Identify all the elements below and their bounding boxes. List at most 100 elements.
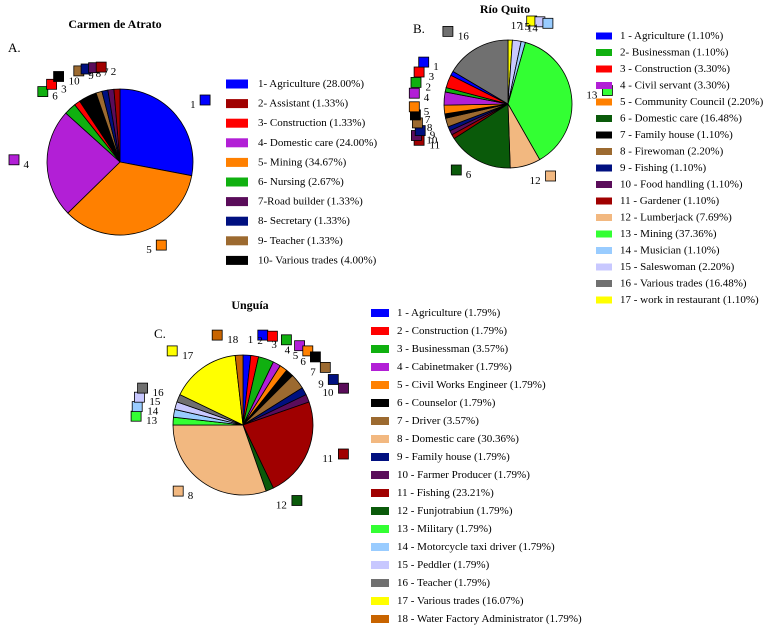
slice-label-7: 7 xyxy=(425,114,431,126)
legend-swatch-17 xyxy=(596,296,612,304)
slice-label-1: 1 xyxy=(248,334,254,346)
pie-slice-5 xyxy=(67,161,193,236)
pie xyxy=(46,88,194,236)
slice-label-4: 4 xyxy=(424,92,430,104)
slice-label-12: 12 xyxy=(276,500,287,512)
slice-label-swatch-3 xyxy=(46,78,57,90)
legend: 1 - Agriculture (1.79%) 2 - Construction … xyxy=(371,307,582,625)
legend-entry-10: 10 - Farmer Producer (1.79%) xyxy=(397,469,530,481)
slice-label-11: 11 xyxy=(322,453,333,465)
legend-entry-8: 8 - Firewoman (2.20%) xyxy=(620,146,724,158)
pie-slice-13 xyxy=(507,41,573,161)
slice-label-swatch-1 xyxy=(199,94,211,106)
legend-swatch-5 xyxy=(371,381,389,389)
slice-label-swatch-2 xyxy=(410,77,422,88)
legend-swatch-3 xyxy=(596,65,612,73)
legend-entry-8: 8 - Domestic care (30.36%) xyxy=(397,433,519,445)
slice-label-12: 12 xyxy=(530,175,541,187)
legend-swatch-8 xyxy=(596,148,612,155)
legend-entry-18: 18 - Water Factory Administrator (1.79%) xyxy=(397,613,582,625)
legend-entry-9: 9 - Family house (1.79%) xyxy=(397,451,510,463)
legend-entry-10: 10- Various trades (4.00%) xyxy=(258,254,377,266)
legend-swatch-3 xyxy=(226,118,248,128)
slice-label-swatch-2 xyxy=(266,330,278,342)
legend-entry-7: 7-Road builder (1.33%) xyxy=(258,196,363,208)
slice-label-swatch-16 xyxy=(442,25,454,37)
slice-label-swatch-12 xyxy=(291,495,303,506)
slice-label-swatch-6 xyxy=(37,86,49,97)
slice-label-6: 6 xyxy=(300,356,306,368)
slice-label-15: 15 xyxy=(149,396,161,408)
legend-entry-14: 14 - Musician (1.10%) xyxy=(620,245,720,257)
slice-label-10: 10 xyxy=(323,387,335,399)
slice-label-swatch-10 xyxy=(53,71,64,82)
panel-label: C. xyxy=(154,326,166,341)
legend-entry-6: 6- Nursing (2.67%) xyxy=(258,176,344,188)
legend-entry-1: 1 - Agriculture (1.79%) xyxy=(397,307,501,319)
legend-swatch-13 xyxy=(371,525,389,533)
legend-swatch-15 xyxy=(371,561,389,569)
legend-swatch-4 xyxy=(596,82,612,89)
legend-entry-3: 3 - Businessman (3.57%) xyxy=(397,343,509,355)
legend-entry-16: 16 - Various trades (16.48%) xyxy=(620,278,747,290)
slice-label-swatch-17 xyxy=(166,345,178,357)
slice-label-swatch-9 xyxy=(327,374,339,385)
slice-label-swatch-5 xyxy=(302,345,314,357)
slice-label-16: 16 xyxy=(458,30,470,42)
slice-label-3: 3 xyxy=(61,83,67,95)
legend-swatch-16 xyxy=(371,579,389,587)
slice-label-2: 2 xyxy=(257,335,263,347)
pie-slice-8 xyxy=(172,424,267,496)
legend-swatch-4 xyxy=(226,138,248,148)
legend-entry-17: 17 - work in restaurant (1.10%) xyxy=(620,294,759,306)
slice-label-swatch-8 xyxy=(172,485,184,497)
slice-label-8: 8 xyxy=(427,122,433,134)
legend-swatch-16 xyxy=(596,280,612,287)
legend-swatch-17 xyxy=(371,597,389,605)
slice-label-10: 10 xyxy=(426,135,438,147)
legend: 1- Agriculture (28.00%) 2- Assistant (1.3… xyxy=(226,78,377,266)
legend-entry-11: 11 - Fishing (23.21%) xyxy=(397,487,494,499)
legend-entry-2: 2- Assistant (1.33%) xyxy=(258,98,348,110)
slice-label-5: 5 xyxy=(146,244,152,256)
slice-label-swatch-16 xyxy=(137,382,149,394)
legend-entry-11: 11 - Gardener (1.10%) xyxy=(620,195,719,207)
slice-label-swatch-3 xyxy=(413,66,425,78)
slice-label-14: 14 xyxy=(527,22,539,34)
legend-swatch-14 xyxy=(596,247,612,254)
slice-label-14: 14 xyxy=(147,406,159,418)
slice-label-swatch-6 xyxy=(450,164,462,176)
slice-label-3: 3 xyxy=(429,71,435,83)
legend-swatch-4 xyxy=(371,363,389,371)
legend-swatch-9 xyxy=(371,453,389,461)
legend-entry-3: 3- Construction (1.33%) xyxy=(258,117,366,129)
slice-label-18: 18 xyxy=(227,334,239,346)
slice-label-swatch-2 xyxy=(95,61,107,73)
legend-swatch-14 xyxy=(371,543,389,551)
slice-label-swatch-7 xyxy=(319,361,331,373)
legend-swatch-1 xyxy=(596,32,612,40)
slice-label-swatch-12 xyxy=(545,170,556,182)
slice-label-4: 4 xyxy=(24,159,30,171)
legend-swatch-2 xyxy=(596,49,612,56)
slice-label-swatch-5 xyxy=(155,239,167,251)
legend-swatch-10 xyxy=(226,255,248,265)
legend-swatch-1 xyxy=(371,309,389,317)
slice-label-6: 6 xyxy=(52,91,58,103)
legend-entry-2: 2 - Construction (1.79%) xyxy=(397,325,507,337)
legend-entry-16: 16 - Teacher (1.79%) xyxy=(397,577,490,589)
legend-entry-8: 8- Secretary (1.33%) xyxy=(258,215,350,227)
slice-label-swatch-3 xyxy=(280,334,292,346)
panel-label: B. xyxy=(413,21,425,36)
legend-swatch-3 xyxy=(371,345,389,353)
legend-swatch-8 xyxy=(371,435,389,443)
pie-slice-18 xyxy=(234,354,244,426)
slice-label-swatch-14 xyxy=(542,17,554,29)
slice-label-11: 11 xyxy=(430,139,441,151)
legend-entry-7: 7 - Family house (1.10%) xyxy=(620,129,733,141)
legend-swatch-9 xyxy=(596,164,612,172)
slice-label-9: 9 xyxy=(318,379,324,391)
